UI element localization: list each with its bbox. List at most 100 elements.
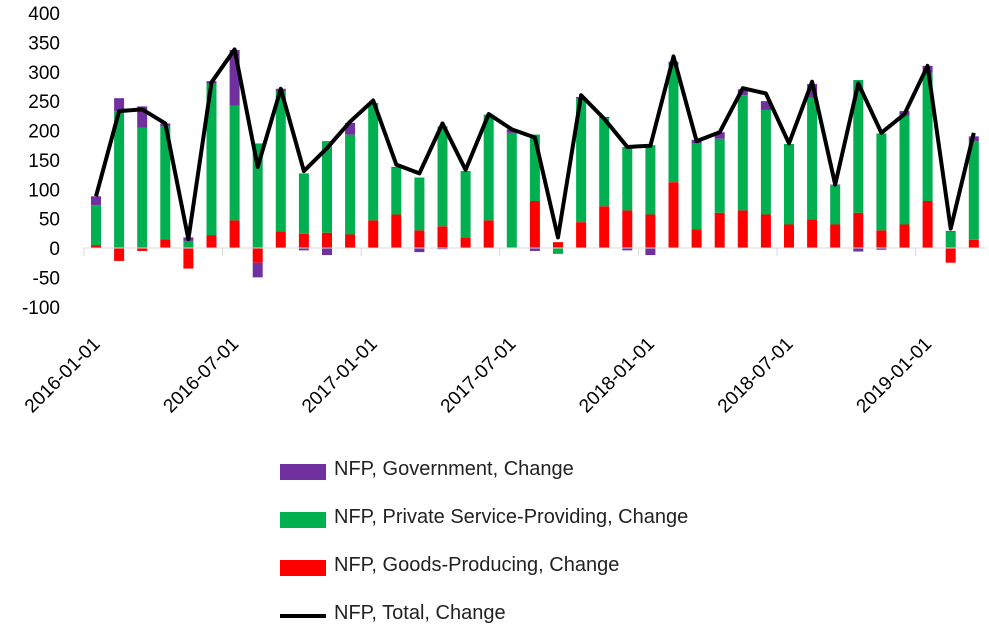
- bar-segment: [183, 240, 194, 248]
- bar-segment: [437, 248, 448, 250]
- legend-label-private-service: NFP, Private Service-Providing, Change: [334, 506, 689, 528]
- bar-segment: [760, 101, 771, 110]
- bar-segment: [760, 109, 771, 215]
- bar-segment: [853, 248, 864, 252]
- bar-segment: [160, 239, 171, 248]
- x-tick-label: 2016-07-01: [160, 334, 244, 418]
- bar-segment: [206, 83, 217, 236]
- x-axis-tick-labels: 2016-01-01 2016-07-01 2017-01-01 2017-07-01…: [21, 334, 936, 418]
- bar-segment: [945, 248, 956, 263]
- bar-segment: [691, 143, 702, 230]
- bar-segment: [807, 97, 818, 220]
- bar-segment: [876, 133, 887, 231]
- bar-segment: [322, 248, 332, 256]
- bar-segment: [830, 185, 841, 225]
- bar-segment: [252, 248, 263, 263]
- x-tick-label: 2019-01-01: [853, 334, 937, 418]
- bar-segment: [760, 214, 771, 248]
- legend-swatch-government: [280, 464, 326, 480]
- x-tick-label: 2018-01-01: [575, 334, 659, 418]
- bar-segment: [714, 132, 725, 139]
- bar-segment: [668, 64, 679, 183]
- bar-segment: [529, 248, 540, 251]
- y-tick-label: 350: [28, 33, 60, 54]
- x-tick-label: 2017-01-01: [298, 334, 382, 418]
- bar-segment: [645, 214, 656, 248]
- bar-segment: [784, 224, 794, 248]
- x-tick-label: 2018-07-01: [714, 334, 798, 418]
- bar-segment: [460, 171, 471, 239]
- y-tick-label: -50: [33, 268, 60, 289]
- x-tick-label: 2016-01-01: [21, 334, 105, 418]
- bar-series-group: [91, 50, 979, 278]
- bar-segment: [114, 98, 125, 112]
- bar-segment: [668, 182, 679, 248]
- legend-label-total: NFP, Total, Change: [334, 602, 506, 624]
- bar-segment: [899, 115, 910, 225]
- y-tick-label: 300: [28, 63, 60, 84]
- bar-segment: [622, 248, 633, 251]
- y-tick-label: 50: [39, 210, 60, 231]
- bar-segment: [437, 226, 448, 248]
- bar-segment: [645, 248, 656, 256]
- bar-segment: [599, 206, 610, 248]
- bar-segment: [899, 224, 910, 248]
- bar-segment: [483, 114, 494, 221]
- y-tick-label: 400: [28, 4, 60, 25]
- bar-segment: [807, 219, 818, 248]
- bar-segment: [391, 166, 402, 168]
- bar-segment: [368, 220, 379, 248]
- bar-segment: [622, 210, 633, 248]
- bar-segment: [876, 230, 887, 248]
- bar-segment: [714, 212, 725, 248]
- nfp-stacked-bar-chart: -100 -50 0 50 100 150 200 250 300 350 400 2016-01-…: [21, 4, 986, 418]
- bar-segment: [345, 122, 356, 135]
- bar-segment: [298, 233, 309, 248]
- bar-segment: [645, 145, 656, 215]
- y-tick-label: 0: [49, 239, 60, 260]
- bar-segment: [460, 238, 471, 248]
- bar-segment: [414, 177, 425, 231]
- bar-segment: [91, 205, 101, 246]
- bar-segment: [391, 167, 402, 215]
- bar-segment: [137, 106, 148, 128]
- bar-segment: [345, 134, 356, 235]
- bar-segment: [922, 201, 933, 248]
- legend-label-goods-producing: NFP, Goods-Producing, Change: [334, 554, 620, 576]
- bar-segment: [483, 220, 494, 248]
- legend-label-government: NFP, Government, Change: [334, 458, 574, 480]
- bar-segment: [252, 143, 263, 248]
- bar-segment: [298, 248, 309, 251]
- bar-segment: [137, 248, 148, 251]
- bar-segment: [345, 234, 356, 248]
- bar-segment: [784, 144, 794, 225]
- bar-segment: [529, 134, 540, 201]
- bar-segment: [737, 95, 748, 211]
- bar-segment: [691, 229, 702, 248]
- bar-segment: [830, 224, 841, 248]
- bar-segment: [114, 111, 125, 248]
- bar-segment: [275, 231, 286, 248]
- y-tick-label: 250: [28, 92, 60, 113]
- bar-segment: [414, 230, 425, 248]
- total-change-line: [94, 47, 976, 242]
- bar-segment: [576, 98, 587, 223]
- bar-segment: [160, 126, 171, 240]
- y-tick-label: 150: [28, 151, 60, 172]
- bar-segment: [553, 248, 563, 254]
- bar-segment: [553, 242, 563, 248]
- bar-segment: [853, 79, 864, 213]
- bar-segment: [229, 105, 240, 221]
- bar-segment: [275, 91, 286, 232]
- bar-segment: [322, 141, 332, 233]
- bar-segment: [183, 248, 194, 269]
- bar-segment: [206, 235, 217, 248]
- bar-segment: [252, 262, 263, 278]
- bar-segment: [529, 201, 540, 248]
- bar-segment: [114, 248, 125, 261]
- bar-segment: [968, 239, 979, 248]
- bar-segment: [576, 222, 587, 248]
- bar-segment: [506, 132, 517, 248]
- bar-segment: [322, 232, 332, 248]
- bar-segment: [922, 72, 933, 201]
